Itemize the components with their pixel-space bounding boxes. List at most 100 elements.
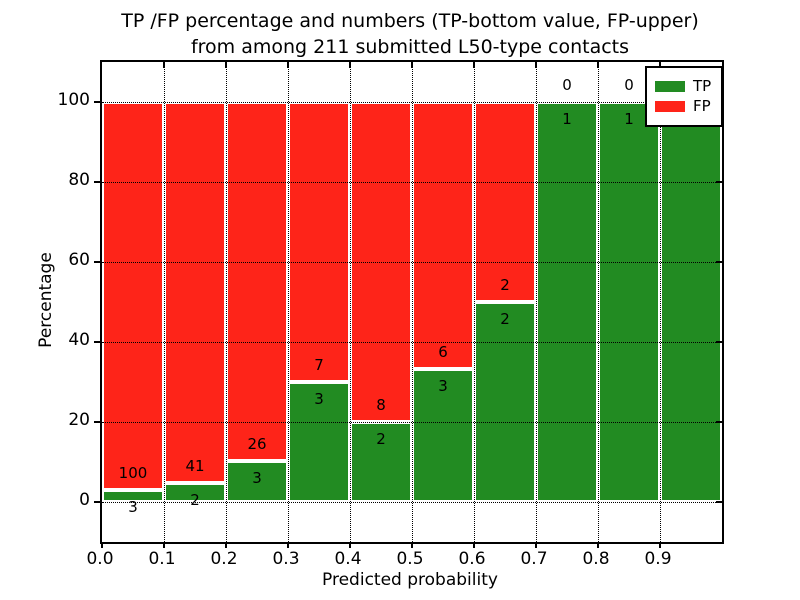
x-tick-top — [535, 62, 537, 68]
fp-swatch-icon — [655, 101, 685, 112]
x-tick-top — [597, 62, 599, 68]
fp-count-label: 8 — [376, 396, 386, 414]
fp-count-label: 26 — [247, 434, 267, 453]
bar-segment-fp — [164, 102, 226, 484]
gridline-vertical — [350, 62, 351, 542]
x-axis-label: Predicted probability — [322, 570, 498, 590]
gridline-vertical — [226, 62, 227, 542]
bar-segment-fp — [474, 102, 536, 302]
x-tick-label: 0.0 — [86, 549, 114, 569]
fp-count-label: 7 — [314, 356, 324, 374]
gridline-horizontal — [102, 182, 722, 183]
y-tick-label: 80 — [68, 170, 90, 190]
tp-swatch-icon — [655, 81, 685, 92]
x-tick-label: 0.3 — [272, 549, 300, 569]
bar-segment-tp — [102, 490, 164, 502]
y-tick-right — [716, 421, 722, 423]
bar-segment-tp — [474, 302, 536, 502]
x-tick-top — [163, 62, 165, 68]
gridline-vertical — [474, 62, 475, 542]
bar-segment-tp — [164, 483, 226, 502]
y-tick-right — [716, 501, 722, 503]
x-tick-top — [349, 62, 351, 68]
gridline-horizontal — [102, 422, 722, 423]
chart-title-line2: from among 211 submitted L50-type contac… — [190, 36, 630, 58]
x-tick-label: 0.8 — [582, 549, 610, 569]
plot-area: TP FP 100341226373826322010101 — [94, 60, 724, 548]
bar-segment-tp — [350, 422, 412, 502]
tp-count-label: 3 — [438, 376, 448, 395]
gridline-vertical — [164, 62, 165, 542]
fp-count-label: 2 — [500, 276, 510, 294]
tp-count-label: 2 — [190, 491, 200, 510]
y-tick-label: 40 — [68, 330, 90, 350]
tp-count-label: 3 — [252, 468, 262, 487]
gridline-horizontal — [102, 102, 722, 103]
chart-title-line1: TP /FP percentage and numbers (TP-bottom… — [121, 10, 699, 32]
y-tick — [94, 101, 100, 103]
fp-count-label: 0 — [562, 76, 572, 94]
tp-count-label: 3 — [128, 498, 138, 517]
x-tick — [163, 542, 165, 548]
legend-item-tp: TP — [655, 78, 711, 95]
x-tick — [349, 542, 351, 548]
x-tick-label: 0.5 — [396, 549, 424, 569]
bar-segment-fp — [288, 102, 350, 382]
bar-segment-tp — [598, 102, 660, 502]
y-tick-label: 60 — [68, 250, 90, 270]
bar-segment-tp — [288, 382, 350, 502]
y-tick — [94, 421, 100, 423]
gridline-vertical — [412, 62, 413, 542]
x-tick — [597, 542, 599, 548]
legend: TP FP — [645, 66, 724, 127]
x-tick-label: 0.2 — [210, 549, 238, 569]
y-tick — [94, 261, 100, 263]
tp-count-label: 2 — [500, 310, 510, 328]
x-tick-top — [287, 62, 289, 68]
x-tick-label: 0.9 — [644, 549, 672, 569]
bar-segment-tp — [226, 460, 288, 502]
bar-segment-tp — [536, 102, 598, 502]
fp-count-label: 41 — [185, 457, 205, 476]
bar-segment-fp — [412, 102, 474, 369]
x-tick-top — [411, 62, 413, 68]
bar-segment-fp — [226, 102, 288, 461]
x-tick — [659, 542, 661, 548]
y-tick-right — [716, 181, 722, 183]
gridline-vertical — [536, 62, 537, 542]
fp-count-label: 0 — [624, 76, 634, 94]
x-tick-label: 0.7 — [520, 549, 548, 569]
x-tick — [473, 542, 475, 548]
chart-title: TP /FP percentage and numbers (TP-bottom… — [100, 8, 720, 60]
x-tick-label: 0.6 — [458, 549, 486, 569]
x-tick-label: 0.4 — [334, 549, 362, 569]
x-tick-label: 0.1 — [148, 549, 176, 569]
gridline-vertical — [288, 62, 289, 542]
x-tick — [101, 542, 103, 548]
gridline-vertical — [660, 62, 661, 542]
bar-segment-tp — [660, 102, 722, 502]
x-tick — [535, 542, 537, 548]
bar-segment-fp — [102, 102, 164, 491]
x-tick-top — [473, 62, 475, 68]
tp-count-label: 2 — [376, 430, 386, 448]
y-axis-label: Percentage — [36, 252, 56, 348]
y-tick-label: 20 — [68, 410, 90, 430]
gridline-vertical — [598, 62, 599, 542]
gridline-horizontal — [102, 502, 722, 503]
tp-count-label: 1 — [562, 110, 572, 128]
x-tick — [411, 542, 413, 548]
y-tick — [94, 341, 100, 343]
fp-count-label: 100 — [118, 464, 148, 483]
x-tick — [225, 542, 227, 548]
bar-segment-tp — [412, 368, 474, 502]
gridline-horizontal — [102, 342, 722, 343]
legend-label-tp: TP — [693, 77, 712, 95]
tp-count-label: 1 — [624, 110, 634, 128]
x-tick — [287, 542, 289, 548]
gridline-horizontal — [102, 262, 722, 263]
y-tick-right — [716, 261, 722, 263]
y-tick — [94, 181, 100, 183]
tp-count-label: 3 — [314, 390, 324, 408]
